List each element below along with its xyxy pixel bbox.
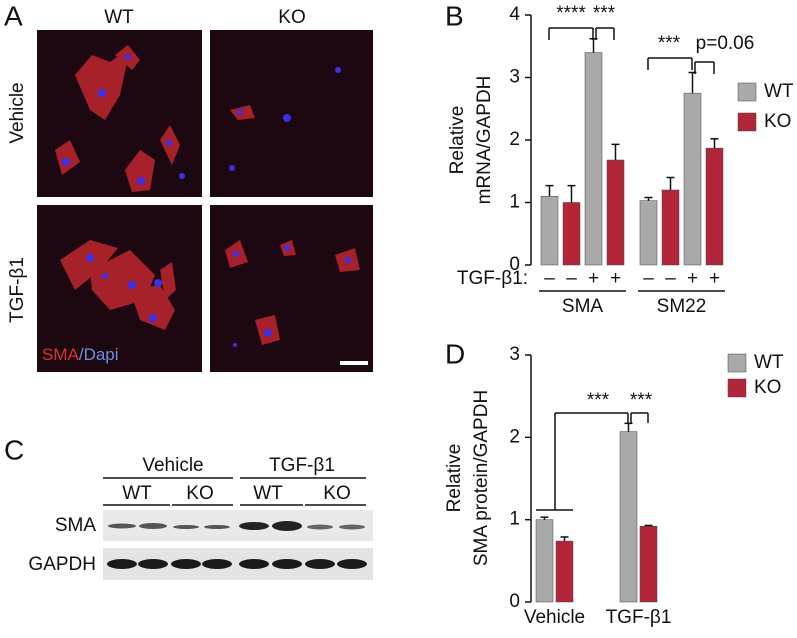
micrographs [37,30,373,372]
bar [661,189,680,266]
legend-swatch [737,112,757,132]
panel-letter: A [4,0,23,31]
legend-label: WT [754,352,784,373]
bar [705,147,724,266]
treatment-sign: – [544,268,555,289]
bar [562,202,581,266]
genotype-label: KO [323,483,350,504]
legend-label: KO [754,377,781,398]
y-tick-label: 0 [509,254,520,275]
bar [639,200,658,266]
panel-letter: B [445,0,464,31]
y-tick-label: 3 [509,344,520,365]
blot-label: SMA [55,515,97,536]
row-label: Vehicle [7,82,28,143]
y-tick-label: 1 [509,192,520,213]
western-blot [103,477,366,506]
bar [639,526,658,603]
stain-label: SMA/Dapi [42,345,119,364]
group-label: SMA [562,296,604,317]
row-label: TGF-β1 [7,257,28,323]
treatment-sign: + [610,268,621,289]
group-label: SM22 [657,296,707,317]
y-axis-label: SMA protein/GAPDH [471,390,492,566]
stain-dapi: /Dapi [79,345,119,364]
y-axis-label: Relative [444,444,465,513]
y-tick-label: 1 [509,509,520,530]
x-tick-label: Vehicle [524,607,585,628]
bar [540,196,559,266]
treatment-sign: – [566,268,577,289]
annotation: *** [593,3,616,24]
treatment-row-label: TGF-β1: [457,268,528,289]
treatment-sign: + [709,268,720,289]
y-tick-label: 0 [509,591,520,612]
column-label: KO [278,7,305,28]
y-axis-label: Relative [447,106,468,175]
panel-letter: C [4,434,24,465]
annotation: **** [556,3,586,24]
y-tick-label: 4 [509,4,520,25]
legend-label: KO [764,111,791,132]
bar [683,92,702,266]
bar [619,431,638,603]
bar [535,519,554,603]
treatment-sign: + [687,268,698,289]
annotation: *** [630,390,653,411]
y-tick-label: 3 [509,67,520,88]
annotation: *** [658,33,681,54]
column-label: WT [104,7,134,28]
annotation: p=0.06 [696,33,755,54]
y-tick-label: 2 [509,129,520,150]
y-axis-label: mRNA/GAPDH [474,76,495,205]
treatment-label: TGF-β1 [269,455,335,476]
legend-swatch [727,353,747,373]
legend-swatch [737,82,757,102]
legend-label: WT [764,81,794,102]
panel-letter: D [445,338,465,369]
y-tick-label: 2 [509,426,520,447]
annotation: *** [587,390,610,411]
genotype-label: WT [122,483,152,504]
treatment-sign: – [643,268,654,289]
treatment-sign: – [665,268,676,289]
x-tick-label: TGF-β1 [606,607,672,628]
blot-label: GAPDH [28,554,96,575]
legend-swatch [727,378,747,398]
treatment-label: Vehicle [142,455,203,476]
genotype-label: KO [186,483,213,504]
bar [555,540,574,603]
bar [606,159,625,266]
genotype-label: WT [253,483,283,504]
stain-sma: SMA [42,345,80,364]
blot-bands [103,510,373,580]
bar [584,52,603,266]
treatment-sign: + [588,268,599,289]
